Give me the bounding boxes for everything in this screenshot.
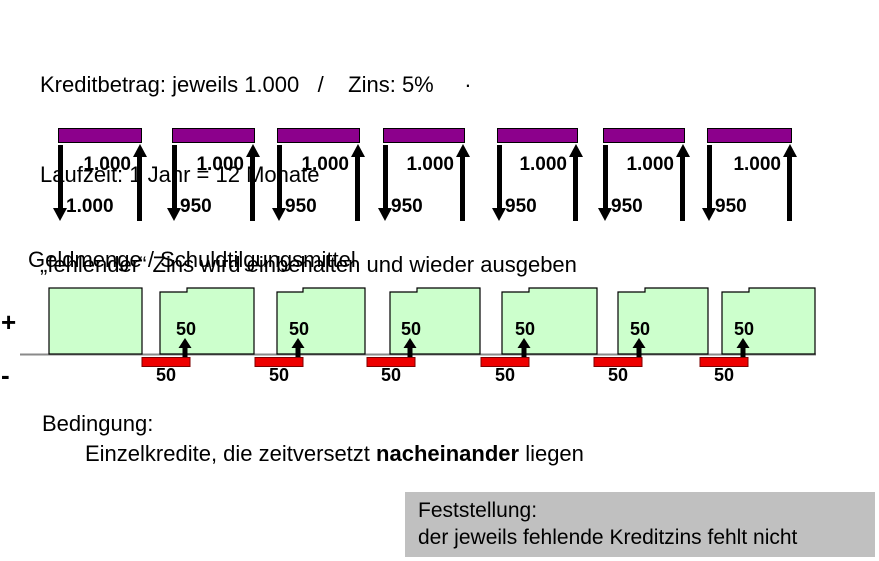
repay-amount: 1.000 [83, 154, 131, 175]
payout-amount: 950 [715, 196, 747, 217]
payout-arrow-icon [598, 128, 685, 228]
payout-arrow-icon [702, 128, 792, 228]
reinject-value-1: 50 [176, 319, 196, 339]
withheld-value-2: 50 [269, 365, 289, 385]
payout-amount: 950 [611, 196, 643, 217]
header-line-term: Laufzeit: 1 Jahr = 12 Monate [40, 162, 320, 187]
withheld-interest-bar-2 [254, 357, 304, 367]
reinject-value-2: 50 [289, 319, 309, 339]
money-block-3 [276, 287, 366, 355]
reinject-arrow-icon-3 [403, 338, 417, 357]
credit-flow-group-6: 1.000 950 [598, 128, 690, 228]
reinject-arrow-icon-1 [178, 338, 192, 357]
money-block-4 [389, 287, 481, 355]
credit-flow-group-5: 1.000 950 [492, 128, 583, 228]
withheld-interest-bar-6 [699, 357, 749, 367]
header-line-interest-note: „fehlender“ Zins wird einbehalten und wi… [40, 252, 577, 277]
credit-term-bar [277, 128, 360, 143]
withheld-value-1: 50 [156, 365, 176, 385]
money-chart-title: Geldmenge / Schuldtilgungsmittel [28, 247, 356, 272]
payout-arrow-icon [492, 128, 578, 228]
conclusion-statement: der jeweils fehlende Kreditzins fehlt ni… [418, 526, 798, 549]
credit-term-bar [383, 128, 465, 143]
repay-amount: 1.000 [626, 154, 674, 175]
payout-arrow-icon [167, 128, 255, 228]
withheld-value-3: 50 [381, 365, 401, 385]
payout-amount: 950 [391, 196, 423, 217]
credit-term-bar [58, 128, 142, 143]
repay-arrow-icon [58, 128, 147, 228]
repay-arrow-icon [383, 128, 470, 228]
withheld-interest-bar-5 [593, 357, 643, 367]
credit-flow-group-1: 1.000 1.000 [53, 128, 147, 228]
condition-text: Einzelkredite, die zeitversetzt nacheina… [85, 441, 584, 467]
repay-arrow-icon [707, 128, 797, 228]
header-text: Kreditbetrag: jeweils 1.000 / Zins: 5% ·… [40, 10, 577, 340]
withheld-value-6: 50 [714, 365, 734, 385]
credit-term-bar [497, 128, 578, 143]
credit-term-bar [172, 128, 255, 143]
reinject-value-4: 50 [515, 319, 535, 339]
money-block-6 [617, 287, 709, 355]
credit-term-bar [707, 128, 792, 143]
credit-term-bar [603, 128, 685, 143]
credit-flow-group-7: 1.000 950 [702, 128, 797, 228]
reinject-value-6: 50 [734, 319, 754, 339]
money-block-1 [48, 287, 143, 355]
condition-text-post: liegen [519, 441, 584, 466]
withheld-value-4: 50 [495, 365, 515, 385]
minus-sign: - [1, 360, 10, 390]
repay-amount: 1.000 [196, 154, 244, 175]
repay-arrow-icon [497, 128, 583, 228]
withheld-interest-bar-4 [480, 357, 530, 367]
plus-sign: + [1, 307, 16, 337]
credit-flow-group-3: 1.000 950 [272, 128, 365, 228]
header-line-credit-amount: Kreditbetrag: jeweils 1.000 / Zins: 5% · [40, 72, 472, 97]
reinject-value-3: 50 [401, 319, 421, 339]
condition-label: Bedingung: [42, 411, 154, 436]
withheld-interest-bar-1 [141, 357, 191, 367]
repay-amount: 1.000 [733, 154, 781, 175]
repay-amount: 1.000 [519, 154, 567, 175]
reinject-value-5: 50 [630, 319, 650, 339]
payout-amount: 950 [505, 196, 537, 217]
repay-arrow-icon [277, 128, 365, 228]
repay-arrow-icon [603, 128, 690, 228]
repay-arrow-icon [172, 128, 260, 228]
payout-arrow-icon [378, 128, 465, 228]
withheld-interest-bar-3 [366, 357, 416, 367]
repay-amount: 1.000 [301, 154, 349, 175]
credit-flow-group-4: 1.000 950 [378, 128, 470, 228]
payout-arrow-icon [272, 128, 360, 228]
payout-arrow-icon [53, 128, 142, 228]
withheld-value-5: 50 [608, 365, 628, 385]
condition-text-bold: nacheinander [376, 441, 520, 466]
credit-flow-group-2: 1.000 950 [167, 128, 260, 228]
conclusion-title: Feststellung: [418, 499, 538, 522]
repay-amount: 1.000 [406, 154, 454, 175]
payout-amount: 1.000 [66, 196, 114, 217]
money-supply-chart: + - 50 50 50 50 50 50 50 50 50 50 50 50 [1, 287, 816, 390]
money-block-2 [159, 287, 255, 355]
money-block-7 [721, 287, 816, 355]
payout-amount: 950 [180, 196, 212, 217]
reinject-arrow-icon-2 [291, 338, 305, 357]
reinject-arrow-icon-4 [517, 338, 531, 357]
reinject-arrow-icon-6 [736, 338, 750, 357]
money-block-5 [501, 287, 598, 355]
condition-text-pre: Einzelkredite, die zeitversetzt [85, 441, 377, 466]
reinject-arrow-icon-5 [632, 338, 646, 357]
payout-amount: 950 [285, 196, 317, 217]
conclusion-box: Feststellung: der jeweils fehlende Kredi… [405, 492, 875, 557]
